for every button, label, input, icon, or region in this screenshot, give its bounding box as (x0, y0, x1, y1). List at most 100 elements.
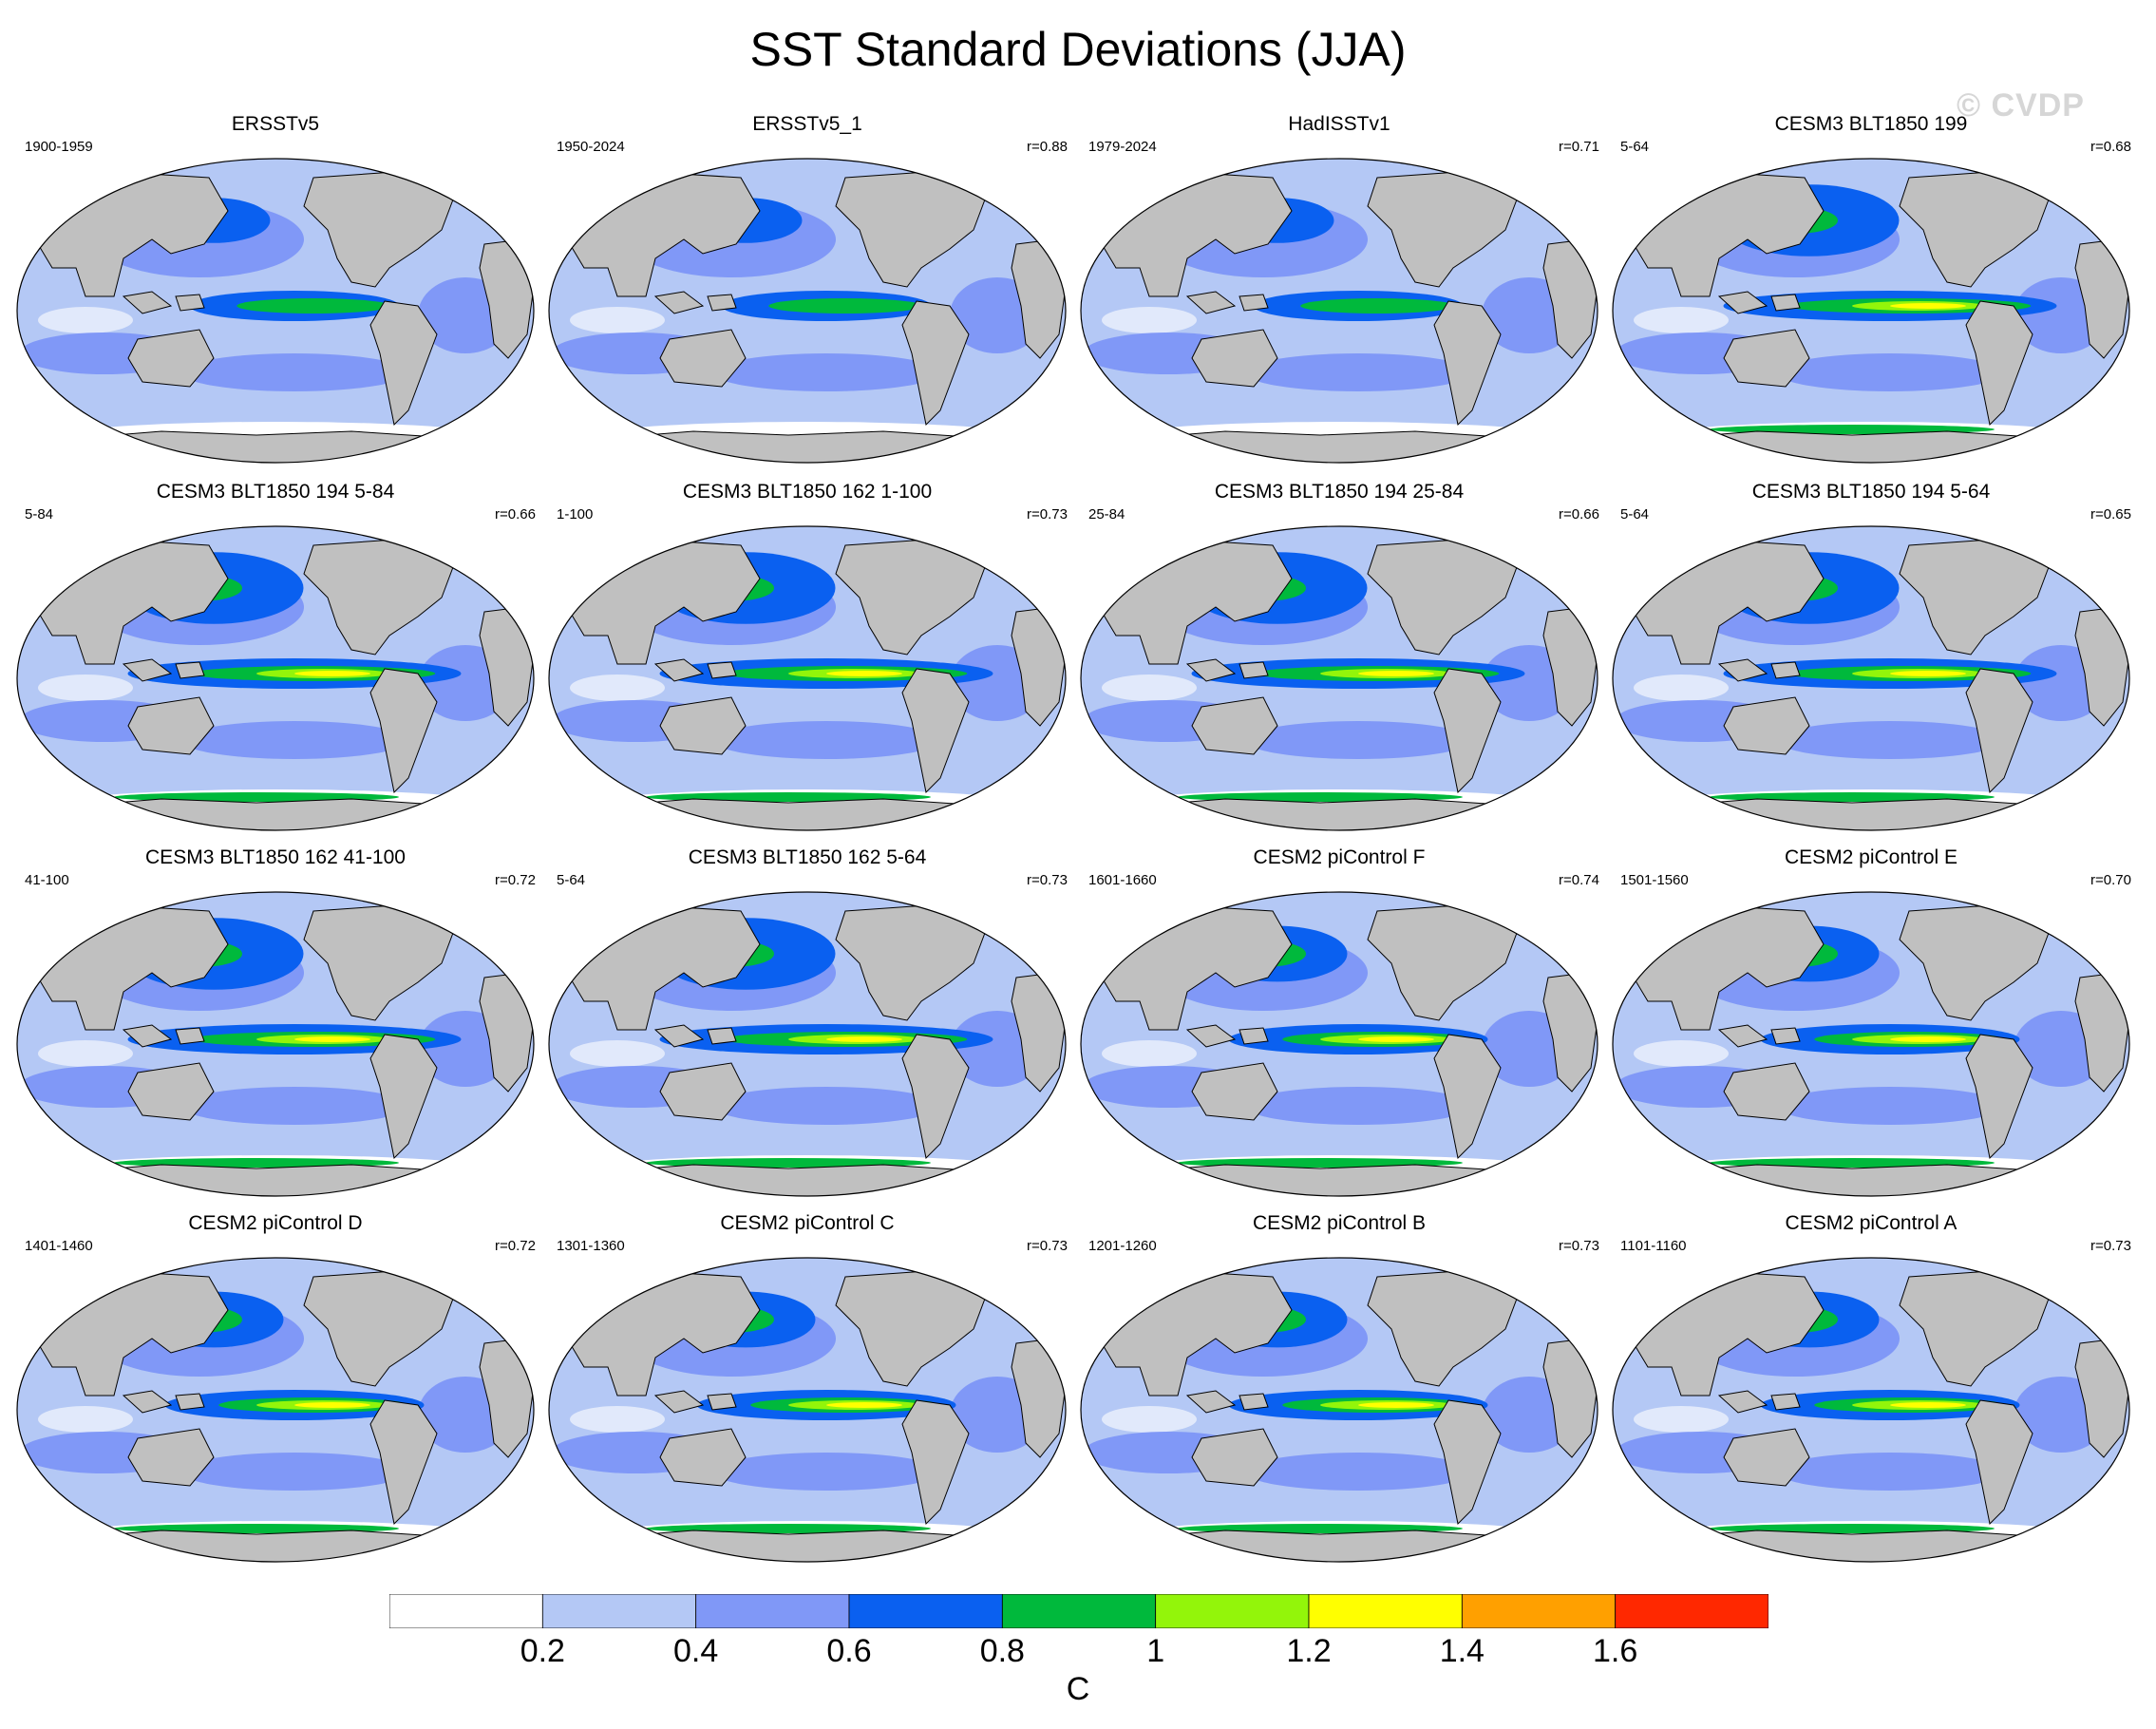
panel-correlation: r=0.66 (1559, 506, 1599, 522)
panel-years: 1501-1560 (1620, 872, 1689, 888)
world-map (16, 158, 535, 464)
world-map (16, 891, 535, 1197)
equatorial-tongue-peak (1358, 1402, 1434, 1408)
colorbar-swatch (1001, 1594, 1157, 1628)
map-panel: ERSSTv5 1900-1959 (9, 112, 541, 464)
low-variance-region (38, 1040, 133, 1067)
colorbar-tick-label: 1.2 (1286, 1633, 1332, 1669)
low-variance-region (1102, 674, 1197, 701)
map-panel: CESM2 piControl B 1201-1260 r=0.73 (1073, 1211, 1605, 1563)
world-map (548, 525, 1067, 831)
panel-years: 1900-1959 (25, 139, 93, 155)
map-border (16, 158, 535, 464)
map-border (16, 891, 535, 1197)
colorbar (389, 1594, 1768, 1628)
map-border (1612, 525, 2130, 831)
moderate-variance-region (712, 721, 940, 759)
map-border (1080, 158, 1598, 464)
map-border (1080, 891, 1598, 1197)
low-variance-region (1102, 1406, 1197, 1433)
equatorial-tongue-peak (1358, 671, 1434, 676)
equatorial-tongue-peak (1890, 1402, 1966, 1408)
panel-correlation: r=0.73 (1027, 872, 1068, 888)
panel-years: 5-64 (1620, 139, 1650, 155)
world-map (16, 1257, 535, 1563)
world-map (1612, 158, 2130, 464)
equatorial-tongue-peak (826, 1036, 902, 1042)
world-map (1080, 158, 1598, 464)
panel-correlation: r=0.70 (2090, 872, 2131, 888)
colorbar-swatch (1615, 1594, 1768, 1628)
low-variance-region (38, 1406, 133, 1433)
panel-years: 1979-2024 (1088, 139, 1157, 155)
equatorial-tongue-peak (826, 1402, 902, 1408)
map-panel: CESM3 BLT1850 162 1-100 1-100 r=0.73 (541, 480, 1073, 831)
map-panel: ERSSTv5_1 1950-2024 r=0.88 (541, 112, 1073, 464)
cvdp-watermark: © CVDP (1957, 87, 2085, 124)
colorbar-tick-label: 1.6 (1593, 1633, 1638, 1669)
world-map (1612, 525, 2130, 831)
panel-title: CESM3 BLT1850 162 5-64 (688, 846, 927, 868)
equatorial-tongue-core (1300, 298, 1454, 314)
panel-title: ERSSTv5 (231, 113, 320, 135)
map-panel: CESM2 piControl C 1301-1360 r=0.73 (541, 1211, 1073, 1563)
map-border (548, 158, 1067, 464)
moderate-variance-region (180, 721, 408, 759)
panel-title: CESM3 BLT1850 194 5-64 (1751, 481, 1991, 503)
panel-years: 1301-1360 (557, 1238, 625, 1254)
map-border (16, 1257, 535, 1563)
panel-years: 1950-2024 (557, 139, 625, 155)
panel-years: 25-84 (1088, 506, 1125, 522)
moderate-variance-region (1776, 1453, 2004, 1491)
panel-years: 41-100 (25, 872, 69, 888)
world-map (548, 158, 1067, 464)
world-map (1080, 891, 1598, 1197)
panel-correlation: r=0.88 (1027, 139, 1068, 155)
colorbar-tick-label: 0.8 (979, 1633, 1025, 1669)
low-variance-region (38, 674, 133, 701)
colorbar-tick-label: 0.6 (826, 1633, 872, 1669)
colorbar-swatch (695, 1594, 850, 1628)
map-panel: CESM3 BLT1850 194 25-84 25-84 r=0.66 (1073, 480, 1605, 831)
map-panel: CESM2 piControl E 1501-1560 r=0.70 (1605, 846, 2137, 1197)
panel-years: 1101-1160 (1620, 1238, 1687, 1254)
map-panel: CESM3 BLT1850 194 5-84 5-84 r=0.66 (9, 480, 541, 831)
moderate-variance-region (712, 353, 940, 391)
moderate-variance-region (1776, 353, 2004, 391)
low-variance-region (570, 307, 665, 333)
panel-title: CESM2 piControl B (1252, 1212, 1427, 1234)
map-panel: CESM3 BLT1850 162 41-100 41-100 r=0.72 (9, 846, 541, 1197)
panel-years: 5-64 (557, 872, 586, 888)
panel-title: CESM3 BLT1850 194 5-84 (156, 481, 395, 503)
moderate-variance-region (712, 1087, 940, 1125)
panel-correlation: r=0.73 (1027, 506, 1068, 522)
colorbar-tick-label: 1 (1146, 1633, 1165, 1669)
map-panel: CESM3 BLT1850 199 5-64 r=0.68 (1605, 112, 2137, 464)
panel-correlation: r=0.74 (1559, 872, 1599, 888)
equatorial-tongue-peak (294, 1402, 370, 1408)
colorbar-swatch (1308, 1594, 1463, 1628)
panel-title: CESM2 piControl E (1784, 846, 1958, 868)
panel-title: CESM3 BLT1850 162 1-100 (682, 481, 933, 503)
panel-correlation: r=0.66 (495, 506, 536, 522)
equatorial-tongue-peak (294, 671, 370, 676)
equatorial-tongue-core (236, 298, 390, 314)
map-border (548, 525, 1067, 831)
panel-title: ERSSTv5_1 (752, 113, 862, 135)
panel-correlation: r=0.68 (2090, 139, 2131, 155)
equatorial-tongue-peak (1890, 303, 1966, 309)
world-map (1612, 891, 2130, 1197)
equatorial-tongue-peak (1890, 1036, 1966, 1042)
panel-years: 1401-1460 (25, 1238, 93, 1254)
colorbar-swatch (389, 1594, 543, 1628)
colorbar-tick-label: 0.4 (673, 1633, 719, 1669)
low-variance-region (570, 674, 665, 701)
map-border (1080, 525, 1598, 831)
moderate-variance-region (1776, 721, 2004, 759)
panel-years: 5-64 (1620, 506, 1650, 522)
moderate-variance-region (1244, 1087, 1472, 1125)
low-variance-region (1634, 1040, 1729, 1067)
panel-correlation: r=0.73 (1559, 1238, 1599, 1254)
world-map (1080, 1257, 1598, 1563)
map-panel: HadISSTv1 1979-2024 r=0.71 (1073, 112, 1605, 464)
